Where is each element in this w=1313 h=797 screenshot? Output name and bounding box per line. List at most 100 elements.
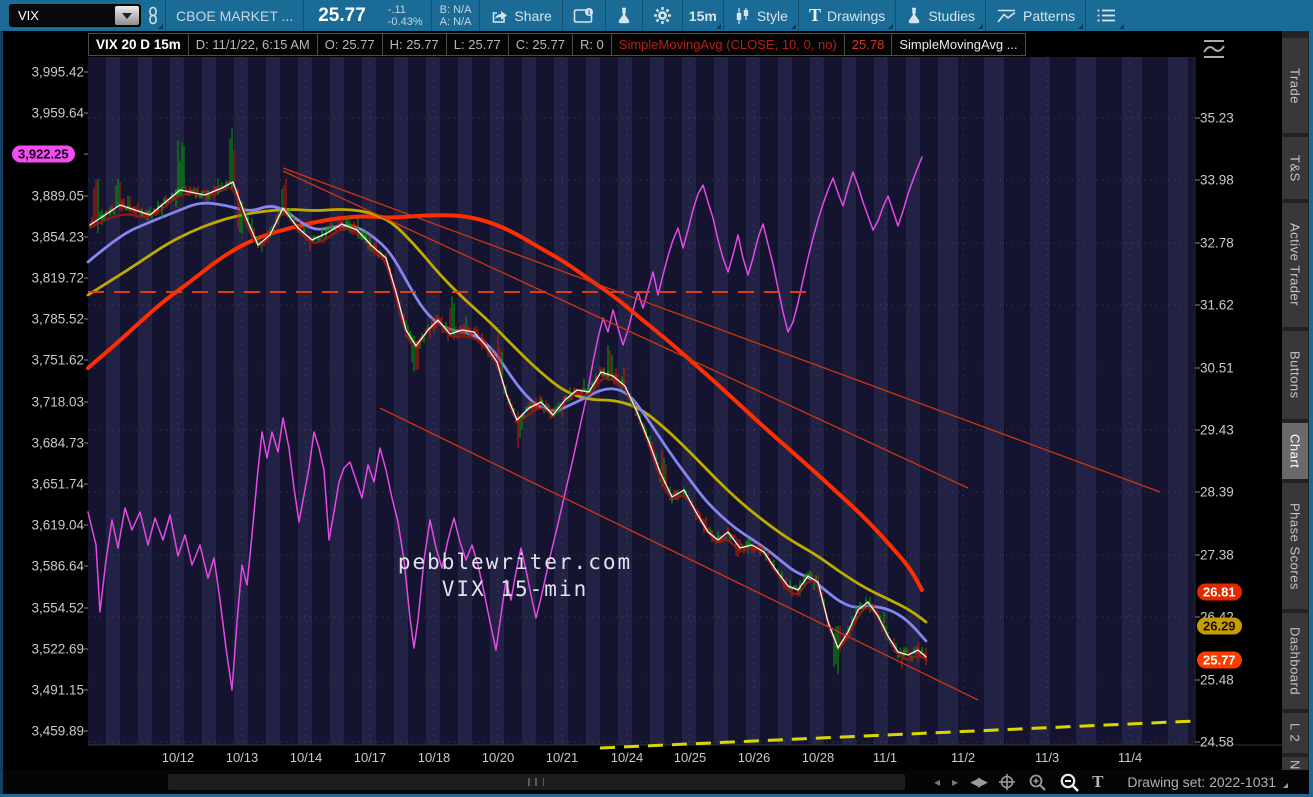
pan-right-button[interactable]: ▸	[952, 775, 959, 789]
bid-ask: B: N/A A: N/A	[432, 4, 480, 28]
window-bottom-border	[0, 794, 1313, 797]
news-panel-button[interactable]	[563, 0, 605, 31]
sidebar-tab-phase-scores[interactable]: Phase Scores	[1282, 483, 1308, 609]
date-label: 10/25	[673, 750, 707, 765]
date-label: 11/3	[1034, 750, 1060, 765]
right-axis-label: 33.98	[1200, 172, 1234, 188]
sidebar-tab-dashboard[interactable]: Dashboard	[1282, 613, 1308, 709]
sidebar-tab-chart[interactable]: Chart	[1282, 423, 1308, 479]
watermark-line2: VIX 15-min	[441, 577, 589, 601]
drawing-set-label: Drawing set: 2022-1031	[1127, 774, 1277, 790]
left-axis-label: 3,854.23	[31, 229, 84, 245]
share-button[interactable]: Share	[480, 0, 561, 31]
flask-icon	[618, 7, 630, 24]
chart-title: VIX 20 D 15m	[88, 33, 189, 56]
bar-range: R: 0	[572, 33, 612, 56]
price-axis-badge: 26.29	[1197, 617, 1242, 635]
hull-darkred	[89, 186, 927, 661]
chart-hscrollbar[interactable]	[168, 774, 905, 790]
timeframe-button[interactable]: 15m	[683, 0, 723, 31]
date-label: 10/21	[545, 750, 579, 765]
candlestick-style-icon	[736, 7, 749, 24]
timeframe-value: 15m	[688, 7, 717, 24]
date-label: 10/12	[161, 750, 195, 765]
sma-yellow	[86, 208, 928, 624]
drawings-button[interactable]: T Drawings	[799, 0, 895, 31]
left-axis-label: 3,995.42	[31, 64, 84, 80]
left-axis-label: 3,619.04	[31, 517, 84, 533]
style-button[interactable]: Style	[724, 0, 798, 31]
patterns-icon	[997, 9, 1016, 22]
chart-mode-icon[interactable]	[1201, 36, 1227, 62]
chart-menu-button[interactable]	[1086, 0, 1126, 31]
left-axis-label: 3,684.73	[31, 435, 84, 451]
bid-value: B: N/A	[439, 3, 472, 16]
trendline	[282, 167, 1161, 493]
left-axis-label: 3,522.69	[31, 641, 84, 657]
left-axis-label: 3,785.52	[31, 311, 84, 327]
sidebar-tab-t-s[interactable]: T&S	[1282, 137, 1308, 199]
zoom-in-button[interactable]	[1028, 773, 1047, 792]
trendline	[282, 170, 969, 489]
spx-comparison-line	[87, 156, 923, 691]
left-axis-label: 3,889.05	[31, 188, 84, 204]
trendline	[379, 407, 979, 701]
crosshair-icon	[999, 774, 1016, 790]
change-value: -.11	[387, 3, 406, 16]
bar-datetime: D: 11/1/22, 6:15 AM	[188, 33, 318, 56]
right-axis-label: 27.38	[1200, 547, 1234, 563]
symbol-link-button[interactable]	[141, 0, 165, 31]
right-axis-label: 35.23	[1200, 110, 1234, 126]
drawing-set-selector[interactable]: Drawing set: 2022-1031	[1127, 774, 1290, 790]
bar-high: H: 25.77	[382, 33, 447, 56]
symbol-input[interactable]: VIX	[9, 4, 141, 27]
crosshair-button[interactable]	[998, 773, 1016, 791]
scrollbar-grip[interactable]	[528, 778, 544, 786]
study-sma10-value: 25.78	[844, 33, 893, 56]
window-left-border	[0, 31, 3, 794]
date-label: 10/14	[289, 750, 323, 765]
bar-open: O: 25.77	[317, 33, 383, 56]
bar-close: C: 25.77	[508, 33, 573, 56]
left-axis-label: 3,959.64	[31, 105, 84, 121]
symbol-dropdown-arrow[interactable]	[115, 6, 139, 25]
study-sma10-label[interactable]: SimpleMovingAvg (CLOSE, 10, 0, no)	[611, 33, 845, 56]
last-price: 25.77	[318, 4, 366, 26]
sidebar-tab-active-trader[interactable]: Active Trader	[1282, 203, 1308, 327]
right-sidebar: Trade T&S Active Trader Buttons Chart Phase S…	[1282, 31, 1309, 797]
left-axis-label: 3,586.64	[31, 558, 84, 574]
change-percent: -0.43%	[387, 15, 423, 28]
sidebar-tab-buttons[interactable]: Buttons	[1282, 331, 1308, 419]
patterns-button[interactable]: Patterns	[986, 0, 1085, 31]
ask-value: A: N/A	[439, 15, 472, 28]
settings-button[interactable]	[643, 0, 682, 31]
zoom-out-button[interactable]	[1059, 772, 1080, 793]
analyze-button[interactable]	[606, 0, 642, 31]
sidebar-tab-l-2[interactable]: L 2	[1282, 713, 1308, 753]
date-label: 11/1	[872, 750, 898, 765]
pan-left-button[interactable]: ◂	[934, 775, 941, 789]
fit-width-button[interactable]: ◀▶	[970, 774, 988, 789]
date-label: 10/28	[801, 750, 835, 765]
sidebar-tab-trade[interactable]: Trade	[1282, 38, 1308, 133]
right-axis-label: 32.78	[1200, 235, 1234, 251]
right-axis-label: 25.48	[1200, 672, 1234, 688]
date-label: 11/2	[950, 750, 976, 765]
price-line-white	[89, 181, 927, 658]
price-axis-badge: 26.81	[1197, 583, 1242, 601]
right-axis-label: 31.62	[1200, 297, 1234, 313]
price-change: -.11 -0.43%	[380, 4, 431, 28]
studies-button[interactable]: Studies	[896, 0, 985, 31]
left-axis-label: 3,459.89	[31, 723, 84, 739]
right-axis-label: 29.43	[1200, 422, 1234, 438]
left-axis-label: 3,751.62	[31, 352, 84, 368]
date-label: 10/24	[610, 750, 644, 765]
date-label: 10/17	[353, 750, 387, 765]
symbol-description: CBOE MARKET ...	[176, 7, 294, 24]
study-sma2-label[interactable]: SimpleMovingAvg ...	[892, 33, 1026, 56]
sma-slow-red	[86, 213, 924, 592]
link-icon	[149, 6, 157, 25]
text-note-button[interactable]: T	[1092, 772, 1104, 791]
gear-icon	[653, 7, 671, 24]
